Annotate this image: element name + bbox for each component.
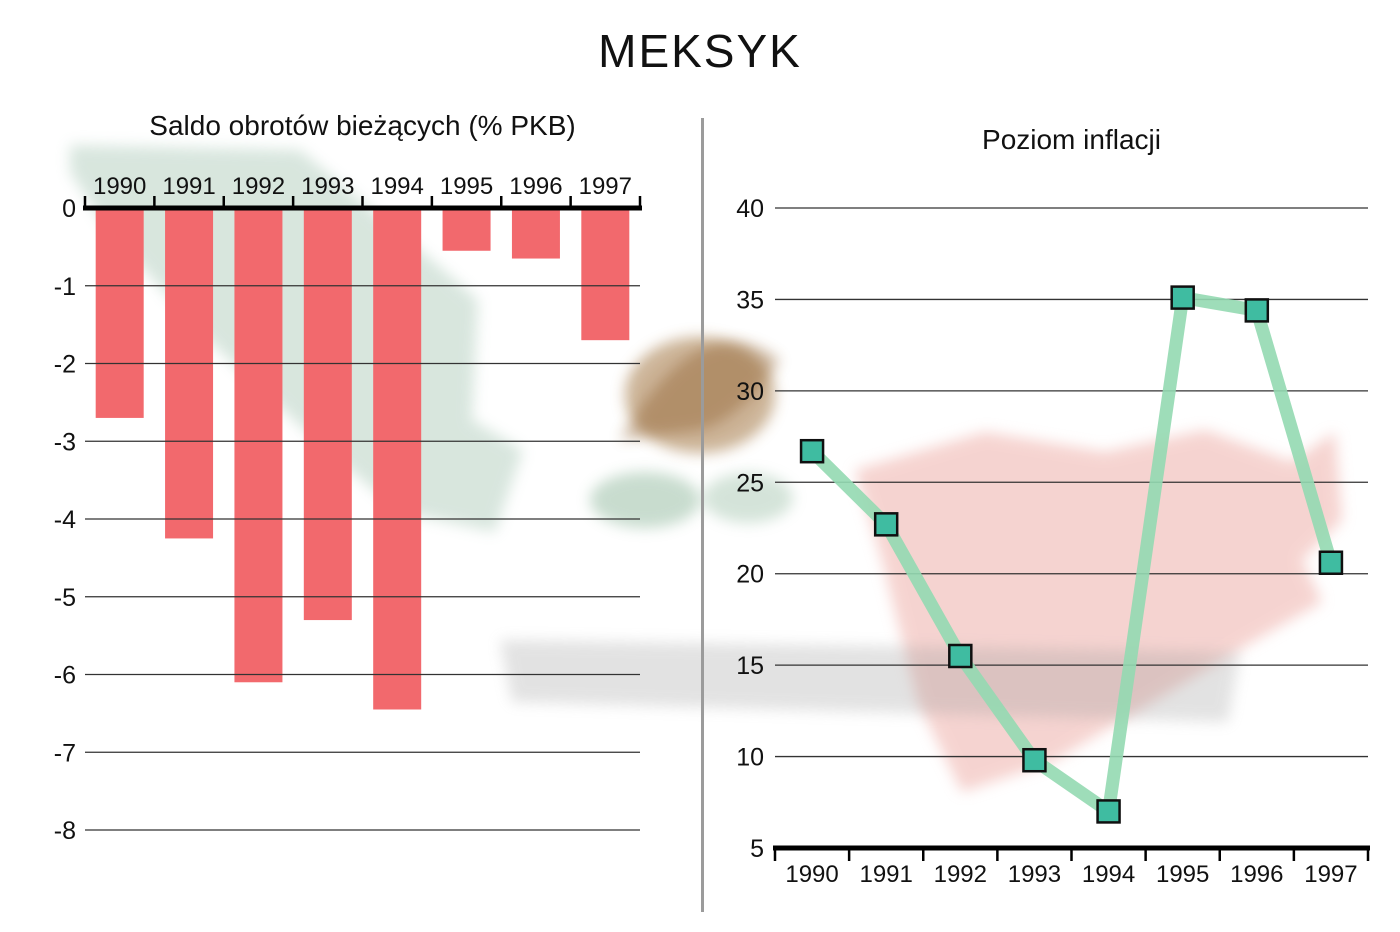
ytick-label: -2 — [54, 351, 76, 379]
ytick-label: -1 — [54, 273, 76, 301]
gridlines — [85, 285, 640, 831]
marker-1994 — [1096, 799, 1121, 824]
line-chart-title: Poziom inflacji — [982, 124, 1161, 155]
bars — [95, 208, 630, 710]
category-axis — [773, 845, 1370, 861]
ytick-label: -7 — [54, 739, 76, 767]
ytick-label: 30 — [736, 378, 764, 406]
ytick-label: 5 — [750, 835, 764, 863]
line-chart: 1990 1991 1992 1993 1994 1995 1996 1997 40 35 30 25… — [736, 195, 1370, 888]
watermark-laurel-right — [703, 473, 793, 523]
year-label: 1997 — [579, 173, 632, 200]
bar-1991 — [165, 208, 214, 539]
year-label: 1992 — [232, 173, 285, 200]
bar-1995 — [442, 208, 491, 251]
ytick-label: 35 — [736, 286, 764, 314]
ytick-label: -5 — [54, 584, 76, 612]
year-label: 1992 — [934, 861, 987, 888]
bar-chart: 1990 1991 1992 1993 1994 1995 1996 1997 0 -1 -2 -3 -… — [54, 173, 642, 845]
markers — [799, 285, 1344, 824]
year-label: 1995 — [440, 173, 493, 200]
year-label: 1991 — [859, 861, 912, 888]
marker-1996 — [1244, 298, 1270, 323]
year-label: 1991 — [162, 173, 215, 200]
marker-1990 — [799, 438, 825, 464]
bar-1997 — [581, 208, 630, 341]
bar-1994 — [373, 208, 422, 710]
marker-1992 — [948, 643, 973, 669]
ytick-label: -8 — [54, 817, 76, 845]
year-label: 1993 — [301, 173, 354, 200]
year-label: 1990 — [93, 173, 146, 200]
ytick-label: 15 — [736, 652, 764, 680]
watermark-eagle-wing — [620, 342, 780, 440]
ytick-label: 20 — [736, 561, 764, 589]
year-label: 1993 — [1008, 861, 1061, 888]
ytick-label: -6 — [54, 662, 76, 690]
marker-1993 — [1022, 747, 1047, 773]
marker-1991 — [873, 512, 899, 537]
year-label: 1995 — [1156, 861, 1209, 888]
inflation-line — [805, 291, 1338, 818]
ytick-label: 25 — [736, 469, 764, 497]
year-label: 1997 — [1304, 861, 1357, 888]
bar-1990 — [95, 208, 144, 418]
marker-1995 — [1170, 285, 1195, 310]
value-axis-labels: 0 -1 -2 -3 -4 -5 -6 -7 -8 — [54, 195, 76, 845]
watermark-shadow-band — [500, 640, 1240, 722]
panel-divider — [701, 118, 704, 912]
category-axis — [83, 196, 642, 211]
marker-1997 — [1318, 550, 1344, 575]
ytick-label: 10 — [736, 744, 764, 772]
ytick-label: 40 — [736, 195, 764, 223]
category-labels: 1990 1991 1992 1993 1994 1995 1996 1997 — [93, 173, 632, 200]
ytick-label: -4 — [54, 506, 76, 534]
year-label: 1990 — [785, 861, 838, 888]
year-label: 1994 — [1082, 861, 1135, 888]
ytick-label: -3 — [54, 428, 76, 456]
category-labels: 1990 1991 1992 1993 1994 1995 1996 1997 — [785, 861, 1357, 888]
year-label: 1996 — [509, 173, 562, 200]
bar-chart-title: Saldo obrotów bieżących (% PKB) — [149, 110, 576, 141]
year-label: 1994 — [370, 173, 423, 200]
year-label: 1996 — [1230, 861, 1283, 888]
watermark-laurel-left — [590, 472, 700, 528]
bar-1996 — [511, 208, 560, 259]
ytick-label: 0 — [62, 195, 76, 223]
value-axis-labels: 40 35 30 25 20 15 10 5 — [736, 195, 764, 863]
gridlines — [775, 207, 1368, 758]
page-title: MEKSYK — [598, 25, 802, 77]
bar-1992 — [234, 208, 283, 683]
bar-1993 — [303, 208, 352, 621]
